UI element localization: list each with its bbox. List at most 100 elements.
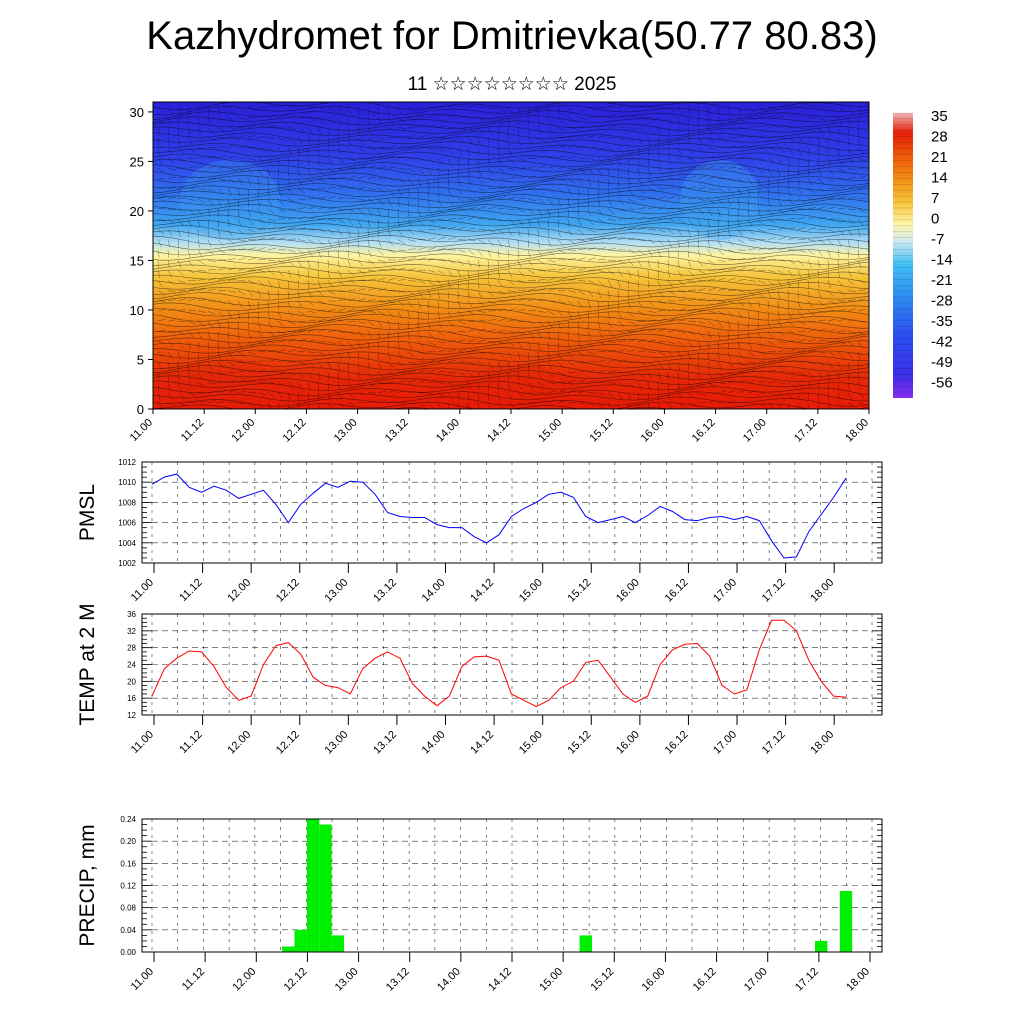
wind-barb (827, 196, 836, 200)
wind-barb (157, 239, 162, 247)
wind-barb (577, 208, 580, 217)
wind-barb (357, 106, 360, 115)
wind-barb (507, 351, 513, 359)
wind-barb (427, 178, 430, 187)
wind-barb (457, 137, 465, 143)
wind-barb (537, 392, 547, 394)
wind-barb (317, 318, 326, 322)
chart-title: Kazhydromet for Dmitrievka(50.77 80.83) (146, 14, 878, 58)
wind-barb (767, 300, 770, 309)
wind-barb (217, 361, 224, 368)
wind-barb (477, 270, 479, 279)
grid (142, 461, 882, 564)
wind-barb (637, 350, 646, 353)
wind-barb (687, 147, 694, 154)
wind-barb (417, 290, 424, 297)
wind-barb (667, 147, 670, 156)
wind-barb (157, 300, 167, 302)
wind-barb (607, 300, 609, 309)
wind-barb (157, 249, 160, 258)
wind-barb (657, 290, 664, 297)
wind-barb (397, 167, 406, 170)
wind-barb (177, 392, 185, 398)
wind-barb (197, 400, 206, 404)
wind-barb (347, 208, 356, 213)
wind-barb (347, 289, 357, 291)
wind-barb (687, 402, 696, 405)
wind-barb (167, 270, 172, 278)
wind-barb (167, 229, 173, 237)
wind-barb (387, 277, 396, 281)
wind-barb (347, 351, 351, 360)
wind-barb (737, 300, 745, 307)
wind-barb (727, 400, 736, 404)
wind-barb (817, 229, 827, 231)
wind-barb (487, 229, 496, 233)
wind-barb (337, 280, 345, 286)
wind-barb (827, 127, 832, 135)
wind-barb (317, 157, 321, 166)
wind-barb (537, 321, 545, 327)
wind-barb (727, 167, 737, 169)
wind-barb (697, 331, 704, 338)
wind-barb (367, 198, 375, 204)
wind-barb (687, 331, 696, 336)
wind-barb (617, 104, 626, 108)
wind-barb (457, 310, 464, 318)
wind-barb (467, 350, 476, 353)
wind-barb (407, 341, 413, 349)
wind-barb (507, 106, 513, 114)
wind-barb (617, 208, 626, 212)
wind-barb (327, 186, 336, 189)
wind-barb (567, 321, 570, 330)
wind-barb (427, 229, 437, 231)
wind-barb (557, 390, 566, 393)
wind-barb (227, 127, 236, 129)
wind-barb (337, 372, 339, 381)
wind-barb (297, 116, 306, 119)
wind-barb (357, 117, 359, 126)
wind-barb (197, 341, 200, 350)
wind-barb (757, 125, 766, 128)
wind-barb (257, 124, 266, 128)
wind-barb (207, 106, 210, 116)
wind-barb (447, 188, 452, 197)
wind-barb (217, 117, 223, 124)
wind-barb (847, 127, 849, 136)
wind-barb (387, 267, 396, 271)
wind-barb (217, 155, 226, 159)
wind-barb (227, 198, 230, 207)
wind-barb (417, 178, 421, 186)
wind-barb (267, 331, 275, 337)
wind-barb (827, 259, 830, 269)
wind-barb (377, 155, 386, 159)
wind-barb (277, 218, 287, 220)
wind-barb (447, 392, 453, 400)
wind-barb (337, 402, 345, 408)
wind-barb (607, 248, 616, 251)
wind-barb (617, 340, 626, 342)
wind-barb (217, 400, 226, 404)
wind-barb (337, 290, 346, 293)
wind-barb (197, 127, 202, 135)
wind-barb (527, 106, 530, 115)
wind-barb (437, 280, 443, 288)
wind-barb (267, 236, 276, 240)
wind-barb (727, 219, 729, 228)
wind-barb (327, 308, 336, 312)
wind-barb (847, 167, 856, 171)
wind-barb (667, 249, 670, 258)
wind-barb (357, 259, 364, 267)
wind-barb (217, 178, 226, 181)
wind-barb (807, 300, 813, 308)
wind-barb (267, 178, 269, 187)
wind-barb (167, 218, 176, 224)
wind-barb (607, 259, 616, 262)
wind-barb (507, 372, 509, 381)
wind-barb (607, 198, 612, 207)
wind-barb (157, 382, 159, 391)
grid (142, 613, 882, 716)
wind-barb (377, 269, 387, 271)
wind-barb (757, 380, 766, 383)
wind-barb (707, 351, 709, 360)
